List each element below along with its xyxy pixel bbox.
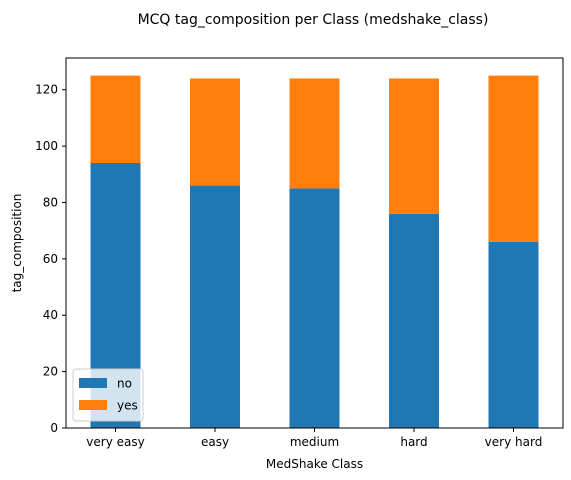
y-tick-label: 80 — [43, 195, 58, 209]
bar-yes-very-easy — [90, 75, 141, 164]
x-tick-label: medium — [290, 435, 339, 449]
bar-no-hard — [389, 213, 439, 428]
legend-label-no: no — [117, 377, 132, 391]
bar-yes-medium — [289, 78, 340, 189]
y-tick-label: 100 — [35, 139, 58, 153]
x-tick-label: very easy — [86, 435, 144, 449]
legend-box — [72, 368, 144, 422]
x-tick-label: very hard — [485, 435, 543, 449]
legend-label-yes: yes — [117, 399, 138, 413]
bars — [90, 75, 539, 428]
bar-yes-hard — [389, 78, 439, 214]
x-tick-label: easy — [201, 435, 229, 449]
y-axis-label: tag_composition — [10, 194, 24, 293]
bar-yes-easy — [190, 78, 240, 186]
chart-title: MCQ tag_composition per Class (medshake_… — [138, 12, 489, 28]
bar-yes-very-hard — [488, 75, 539, 242]
bar-no-very-hard — [488, 241, 539, 428]
x-axis-label: MedShake Class — [266, 457, 363, 471]
x-tick-label: hard — [400, 435, 427, 449]
y-tick-label: 120 — [35, 83, 58, 97]
y-tick-label: 20 — [43, 365, 58, 379]
y-tick-label: 0 — [50, 421, 58, 435]
bar-no-medium — [289, 188, 340, 428]
y-tick-label: 60 — [43, 252, 58, 266]
legend-swatch-yes — [79, 400, 107, 410]
bar-no-easy — [190, 185, 240, 428]
y-axis: 0 20 40 60 80 100 120 — [35, 83, 66, 435]
legend: no yes — [72, 368, 144, 422]
x-axis: very easy easy medium hard very hard — [86, 428, 542, 449]
y-tick-label: 40 — [43, 308, 58, 322]
legend-swatch-no — [79, 378, 107, 388]
